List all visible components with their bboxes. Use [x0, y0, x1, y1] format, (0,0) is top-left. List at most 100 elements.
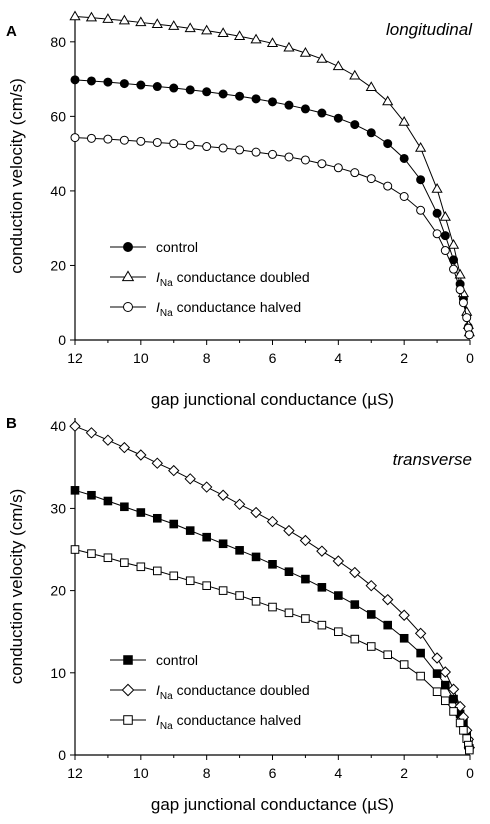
- data-point: [416, 205, 426, 215]
- y-axis-label: conduction velocity (cm/s): [7, 489, 26, 685]
- data-point: [300, 104, 310, 114]
- series-1: [69, 10, 475, 337]
- data-point: [102, 13, 114, 23]
- data-point: [316, 52, 328, 63]
- data-point: [317, 620, 327, 630]
- data-point: [184, 22, 196, 33]
- x-tick-label: 8: [203, 350, 211, 366]
- data-point: [152, 137, 162, 147]
- data-point: [202, 532, 211, 542]
- data-point: [432, 208, 442, 218]
- data-point: [382, 593, 394, 606]
- data-point: [383, 181, 393, 191]
- y-tick-label: 20: [50, 583, 66, 599]
- data-point: [399, 192, 409, 201]
- data-point: [365, 579, 377, 592]
- data-point: [70, 75, 80, 85]
- data-point: [440, 231, 450, 241]
- data-point: [439, 666, 452, 678]
- data-point: [169, 571, 179, 581]
- data-point: [69, 10, 81, 21]
- data-point: [317, 108, 327, 118]
- data-point: [284, 100, 294, 110]
- data-point: [439, 210, 451, 221]
- data-point: [70, 133, 80, 143]
- data-point: [299, 46, 312, 57]
- data-point: [284, 152, 294, 162]
- legend-subscript: Na: [160, 691, 173, 702]
- data-point: [334, 627, 343, 637]
- data-point: [268, 149, 277, 159]
- legend-name: conductance doubled: [173, 269, 310, 285]
- legend-label: INa conductance halved: [156, 712, 301, 732]
- data-point: [366, 128, 376, 138]
- data-point: [152, 82, 162, 92]
- data-point: [366, 610, 376, 619]
- legend-name: conductance doubled: [173, 682, 310, 698]
- data-point: [70, 545, 80, 554]
- data-point: [69, 420, 81, 432]
- legend-name: conductance halved: [173, 299, 301, 315]
- data-point: [332, 60, 344, 71]
- data-point: [350, 634, 360, 644]
- legend-marker: [121, 683, 135, 697]
- data-point: [458, 298, 468, 308]
- legend-marker: [123, 715, 133, 725]
- data-point: [251, 147, 261, 157]
- legend-prefix: I: [156, 299, 160, 315]
- y-tick-label: 10: [50, 665, 66, 681]
- legend-subscript: Na: [160, 721, 173, 732]
- data-point: [218, 539, 228, 549]
- data-point: [169, 83, 179, 93]
- data-point: [447, 238, 460, 249]
- data-point: [251, 596, 261, 606]
- y-axis-label: conduction velocity (cm/s): [7, 78, 26, 274]
- data-point: [398, 609, 410, 621]
- panel-annotation: longitudinal: [386, 20, 473, 39]
- data-point: [316, 545, 328, 557]
- data-point: [366, 642, 376, 651]
- legend-subscript: Na: [160, 278, 173, 289]
- series-line: [74, 489, 470, 749]
- legend-marker: [123, 302, 133, 312]
- data-point: [383, 650, 393, 660]
- data-point: [151, 18, 163, 29]
- x-tick-label: 10: [133, 765, 149, 781]
- data-point: [152, 513, 162, 523]
- data-point: [120, 502, 129, 512]
- data-point: [202, 581, 211, 590]
- data-point: [333, 163, 343, 173]
- data-point: [383, 620, 393, 630]
- data-point: [414, 627, 427, 640]
- data-point: [185, 85, 195, 95]
- data-point: [202, 142, 212, 152]
- data-point: [399, 633, 409, 643]
- x-tick-label: 0: [466, 765, 474, 781]
- data-point: [235, 591, 244, 600]
- data-point: [441, 696, 450, 706]
- data-point: [217, 489, 229, 501]
- legend-entry-0: control: [110, 652, 198, 668]
- legend-label: INa conductance doubled: [156, 682, 310, 702]
- data-point: [136, 80, 146, 90]
- legend-prefix: I: [156, 269, 160, 285]
- x-axis-label: gap junctional conductance (µS): [151, 390, 394, 409]
- data-point: [441, 680, 450, 690]
- data-point: [87, 490, 96, 500]
- data-point: [464, 330, 474, 340]
- y-tick-label: 40: [50, 418, 66, 434]
- data-point: [432, 687, 442, 697]
- x-tick-label: 2: [400, 350, 408, 366]
- x-tick-label: 4: [334, 350, 342, 366]
- data-point: [119, 79, 129, 89]
- legend-label: INa conductance halved: [156, 299, 301, 319]
- data-point: [333, 113, 343, 123]
- data-point: [449, 707, 458, 716]
- data-point: [103, 77, 113, 87]
- x-tick-label: 12: [67, 350, 83, 366]
- data-point: [317, 583, 327, 592]
- series-line: [74, 15, 470, 333]
- x-tick-label: 6: [269, 765, 277, 781]
- legend-entry-2: INa conductance halved: [110, 712, 301, 732]
